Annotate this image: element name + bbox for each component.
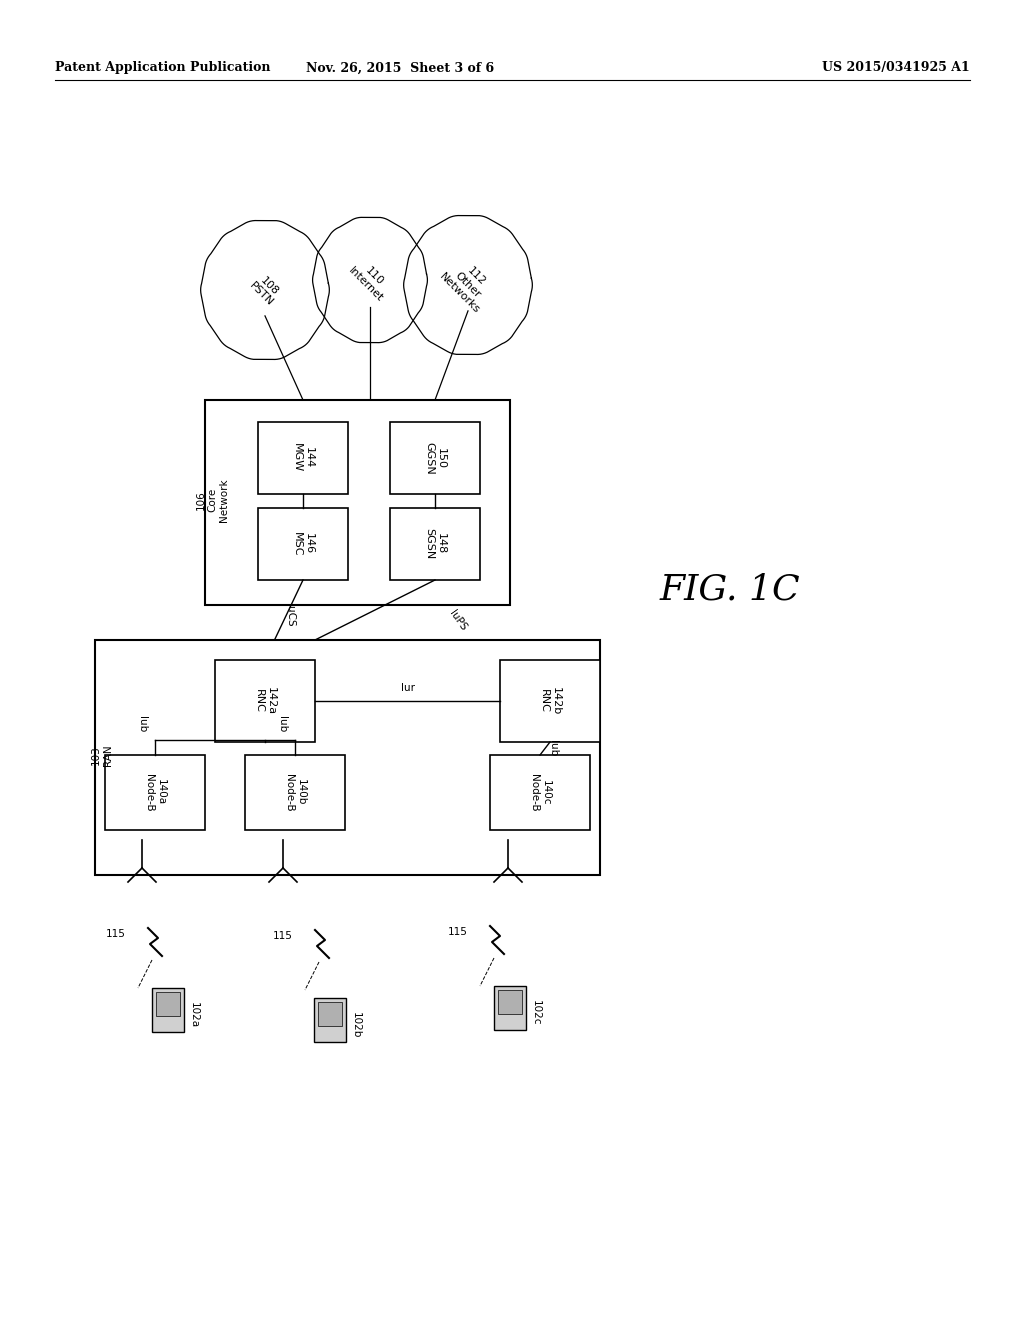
- Text: 140a
Node-B: 140a Node-B: [144, 774, 166, 812]
- Bar: [245, 755, 345, 830]
- Text: 106
Core
Network: 106 Core Network: [196, 478, 228, 521]
- Text: Iub: Iub: [137, 715, 147, 733]
- Text: IuCS: IuCS: [285, 603, 295, 627]
- Text: 110
Internet: 110 Internet: [347, 256, 393, 304]
- Text: 115: 115: [273, 931, 293, 941]
- Bar: [390, 508, 480, 579]
- Bar: [390, 422, 480, 494]
- Polygon shape: [314, 998, 346, 1041]
- Text: 112
Other
Networks: 112 Other Networks: [437, 255, 499, 315]
- Text: FIG. 1C: FIG. 1C: [659, 573, 801, 607]
- Bar: [95, 640, 600, 875]
- Text: 146
MSC: 146 MSC: [292, 532, 313, 556]
- Polygon shape: [152, 987, 184, 1032]
- Text: 140b
Node-B: 140b Node-B: [285, 774, 306, 812]
- Bar: [498, 990, 522, 1014]
- Bar: [215, 660, 315, 742]
- Text: 142a
RNC: 142a RNC: [254, 686, 275, 715]
- Text: Nov. 26, 2015  Sheet 3 of 6: Nov. 26, 2015 Sheet 3 of 6: [306, 62, 494, 74]
- Text: 102c: 102c: [531, 1001, 541, 1026]
- Text: 108
PSTN: 108 PSTN: [247, 272, 283, 308]
- Text: 150
GGSN: 150 GGSN: [424, 442, 445, 474]
- Polygon shape: [494, 986, 526, 1030]
- Bar: [490, 755, 590, 830]
- Text: US 2015/0341925 A1: US 2015/0341925 A1: [822, 62, 970, 74]
- Text: 102a: 102a: [189, 1002, 199, 1028]
- Text: 142b
RNC: 142b RNC: [540, 686, 561, 715]
- Text: 115: 115: [449, 927, 468, 937]
- Text: Iur: Iur: [400, 682, 415, 693]
- Text: 103
RAN: 103 RAN: [91, 744, 113, 766]
- Bar: [258, 508, 348, 579]
- Text: Iub: Iub: [278, 715, 287, 733]
- Bar: [318, 1002, 342, 1026]
- Bar: [500, 660, 600, 742]
- Text: 144
MGW: 144 MGW: [292, 444, 313, 473]
- Text: 102b: 102b: [351, 1012, 361, 1039]
- Text: Iub: Iub: [548, 741, 558, 756]
- Bar: [156, 993, 180, 1016]
- Bar: [105, 755, 205, 830]
- Bar: [205, 400, 510, 605]
- Text: 148
SGSN: 148 SGSN: [424, 528, 445, 560]
- Text: IuPS: IuPS: [447, 609, 468, 632]
- Text: 115: 115: [106, 929, 126, 939]
- Text: Patent Application Publication: Patent Application Publication: [55, 62, 270, 74]
- Bar: [258, 422, 348, 494]
- Text: 140c
Node-B: 140c Node-B: [529, 774, 551, 812]
